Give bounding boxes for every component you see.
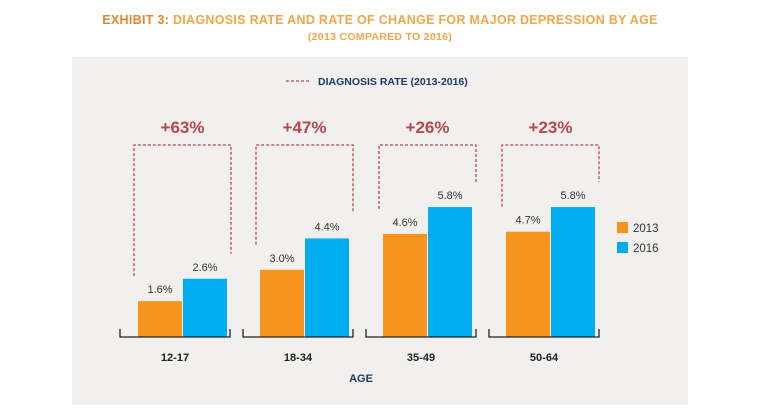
category-label: 18-34 xyxy=(284,352,313,364)
category-label: 50-64 xyxy=(530,352,559,364)
chart-title-text: DIAGNOSIS RATE AND RATE OF CHANGE FOR MA… xyxy=(172,13,658,27)
change-bracket xyxy=(255,144,354,245)
category-label: 12-17 xyxy=(161,352,189,364)
change-label: +63% xyxy=(161,118,205,137)
x-axis-segment xyxy=(488,329,600,338)
bar-2013 xyxy=(138,301,182,337)
change-bracket xyxy=(133,144,232,277)
bar-2016 xyxy=(305,238,349,337)
bar-2013 xyxy=(260,269,304,337)
exhibit-label: EXHIBIT 3: xyxy=(102,13,170,27)
data-label-2016: 5.8% xyxy=(560,190,585,202)
chart-panel: DIAGNOSIS RATE (2013-2016) 1.6% 2.6% +63% 12… xyxy=(72,57,688,405)
data-label-2013: 3.0% xyxy=(269,253,294,265)
x-axis-segment xyxy=(119,329,231,338)
bar-2013 xyxy=(383,233,427,337)
bar-2016 xyxy=(551,207,595,337)
bar-2016 xyxy=(428,207,472,337)
bar-2013 xyxy=(506,231,550,337)
change-bracket xyxy=(501,144,600,207)
change-bracket xyxy=(378,144,477,209)
change-label: +26% xyxy=(406,118,450,137)
chart-subtitle: (2013 COMPARED TO 2016) xyxy=(307,31,453,43)
data-label-2013: 4.7% xyxy=(515,215,540,227)
legend-label-2013: 2013 xyxy=(633,223,659,235)
data-label-2016: 5.8% xyxy=(437,190,462,202)
legend-swatch-2016 xyxy=(617,242,628,253)
x-axis-title: AGE xyxy=(349,373,373,385)
data-label-2016: 2.6% xyxy=(192,262,217,274)
chart-title: EXHIBIT 3: DIAGNOSIS RATE AND RATE OF CH… xyxy=(0,12,760,29)
data-label-2013: 4.6% xyxy=(392,217,417,229)
change-label: +23% xyxy=(529,118,573,137)
change-label: +47% xyxy=(283,118,327,137)
x-axis-segment xyxy=(242,329,354,338)
data-label-2016: 4.4% xyxy=(314,221,339,233)
chart-title-block: EXHIBIT 3: DIAGNOSIS RATE AND RATE OF CH… xyxy=(0,12,760,45)
top-legend-label: DIAGNOSIS RATE (2013-2016) xyxy=(318,76,468,88)
bar-chart: DIAGNOSIS RATE (2013-2016) 1.6% 2.6% +63% 12… xyxy=(119,76,659,385)
legend-swatch-2013 xyxy=(617,222,628,233)
data-label-2013: 1.6% xyxy=(147,284,172,296)
legend-label-2016: 2016 xyxy=(633,243,659,255)
category-label: 35-49 xyxy=(407,352,435,364)
bar-2016 xyxy=(183,278,227,337)
x-axis-segment xyxy=(365,329,477,338)
